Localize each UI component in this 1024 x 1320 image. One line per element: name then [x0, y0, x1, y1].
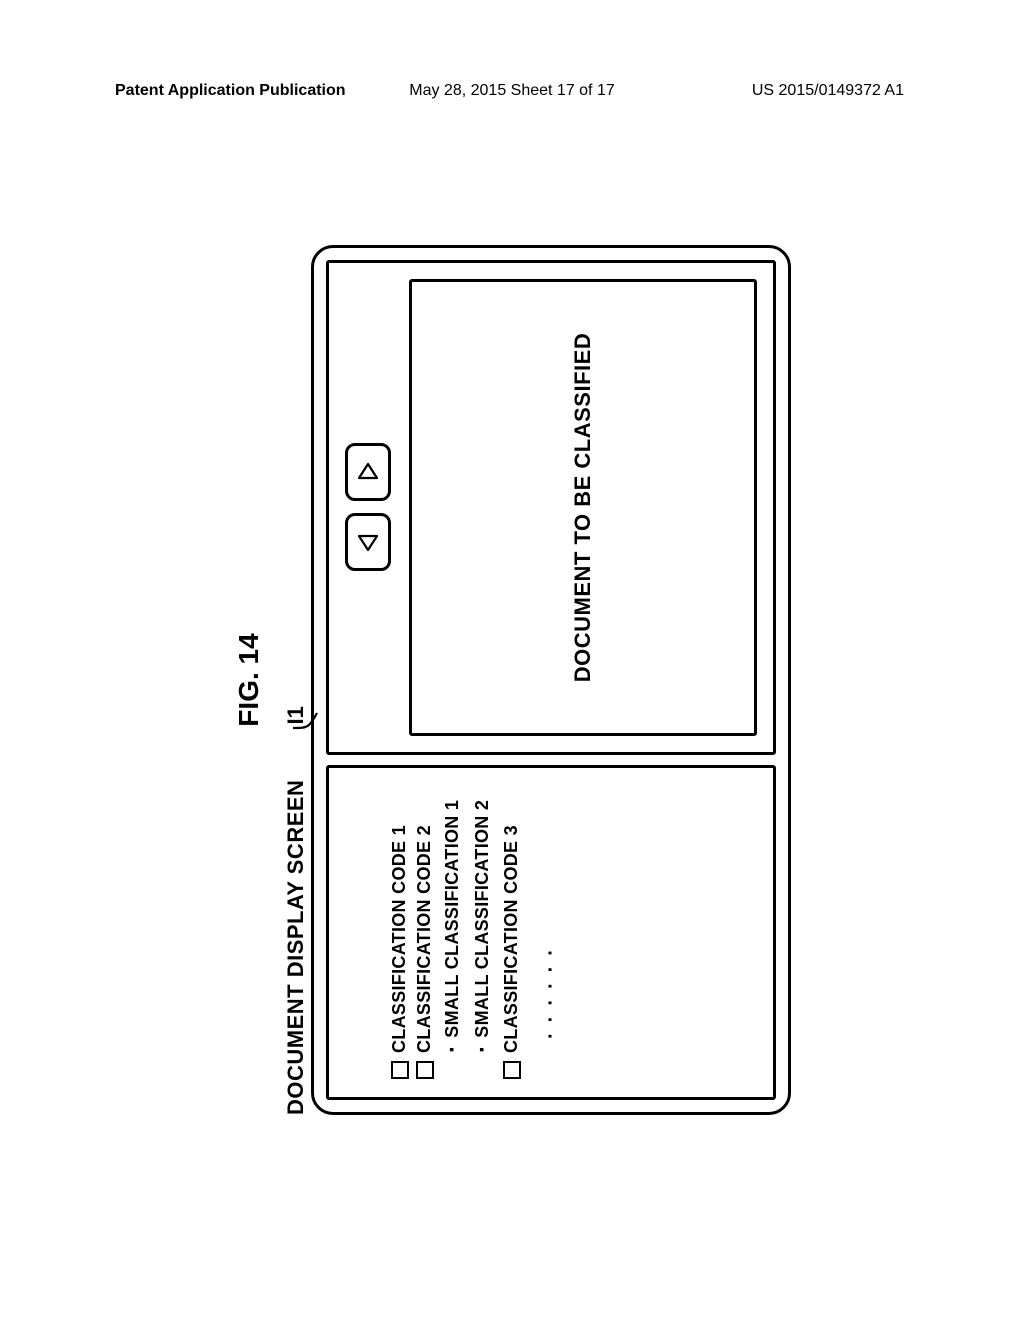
checkbox-icon[interactable] — [416, 1061, 434, 1079]
classification-list: CLASSIFICATION CODE 1CLASSIFICATION CODE… — [389, 778, 522, 1079]
screen-title: DOCUMENT DISPLAY SCREEN — [283, 780, 309, 1115]
checkbox-icon[interactable] — [503, 1061, 521, 1079]
ellipsis: ······ — [540, 778, 563, 1039]
header-center: May 28, 2015 Sheet 17 of 17 — [409, 82, 614, 100]
callout-pointer: I1 — [283, 706, 309, 724]
classification-label: CLASSIFICATION CODE 1 — [389, 825, 410, 1053]
document-box-label: DOCUMENT TO BE CLASSIFIED — [570, 333, 596, 682]
classification-pane: CLASSIFICATION CODE 1CLASSIFICATION CODE… — [326, 765, 776, 1100]
prev-button[interactable] — [345, 514, 391, 572]
nav-row — [345, 279, 391, 736]
triangle-left-icon — [356, 531, 380, 555]
sub-classification-item[interactable]: SMALL CLASSIFICATION 1 — [439, 778, 467, 1053]
window-frame: CLASSIFICATION CODE 1CLASSIFICATION CODE… — [311, 245, 791, 1115]
classification-item[interactable]: CLASSIFICATION CODE 1 — [389, 778, 410, 1079]
checkbox-icon[interactable] — [391, 1061, 409, 1079]
document-pane: DOCUMENT TO BE CLASSIFIED — [326, 260, 776, 755]
next-button[interactable] — [345, 444, 391, 502]
header-left: Patent Application Publication — [115, 82, 346, 100]
header-right: US 2015/0149372 A1 — [752, 82, 904, 100]
rotated-stage: FIG. 14 DOCUMENT DISPLAY SCREEN I1 CLASS… — [233, 245, 791, 1115]
page-header: Patent Application Publication May 28, 2… — [0, 82, 1024, 100]
classification-label: CLASSIFICATION CODE 2 — [414, 825, 435, 1053]
classification-item[interactable]: CLASSIFICATION CODE 2 — [414, 778, 435, 1079]
figure-label: FIG. 14 — [233, 245, 265, 1115]
classification-label: CLASSIFICATION CODE 3 — [501, 825, 522, 1053]
document-box: DOCUMENT TO BE CLASSIFIED — [409, 279, 757, 736]
sub-classification-list: SMALL CLASSIFICATION 1SMALL CLASSIFICATI… — [439, 778, 497, 1053]
title-row: DOCUMENT DISPLAY SCREEN I1 — [283, 245, 309, 1115]
sub-classification-item[interactable]: SMALL CLASSIFICATION 2 — [469, 778, 497, 1053]
callout-hook-icon — [293, 709, 327, 731]
classification-item[interactable]: CLASSIFICATION CODE 3 — [501, 778, 522, 1079]
figure-content: FIG. 14 DOCUMENT DISPLAY SCREEN I1 CLASS… — [233, 245, 791, 1115]
triangle-right-icon — [356, 461, 380, 485]
